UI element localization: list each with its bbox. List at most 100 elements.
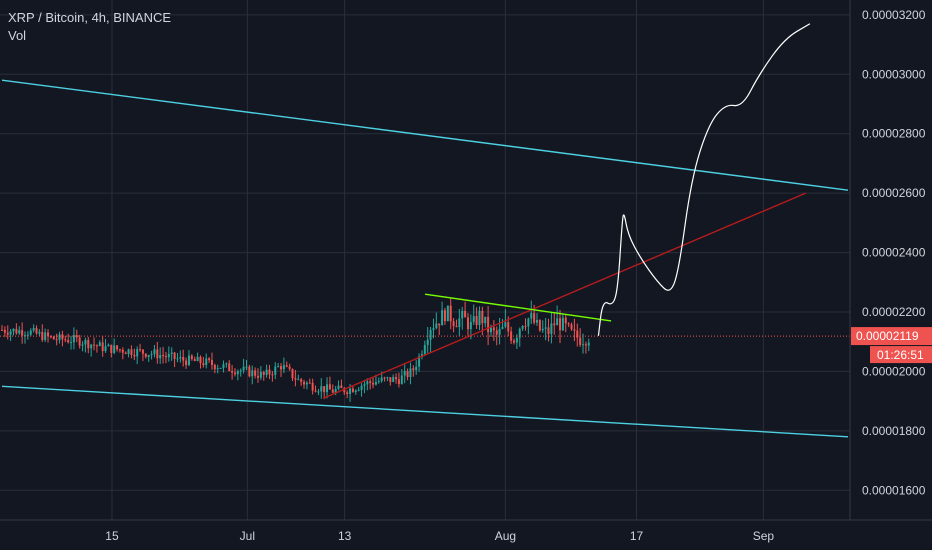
time-tick-label: Sep [753,529,775,543]
price-axis[interactable]: 0.00003200 0.00003000 0.00002800 0.00002600… [862,8,926,497]
candle-body [185,360,188,365]
candle-body [49,336,52,338]
candle-body [259,371,262,378]
candle-body [366,381,369,385]
candle-body [538,320,541,331]
candle-body [162,354,165,357]
candle-body [556,318,559,326]
candle-body [498,328,501,335]
price-tick-label: 0.00002600 [862,186,926,200]
candle-body [340,385,343,389]
price-tick-label: 0.00002000 [862,364,926,378]
candle-body [179,357,182,359]
candle-body [164,356,167,358]
candle-body [61,334,64,340]
candle-body [225,363,228,365]
drawings [0,23,850,438]
candle-body [567,323,570,325]
candle-body [564,317,567,324]
candle-body [432,328,435,331]
symbol-title[interactable]: XRP / Bitcoin, 4h, BINANCE [8,10,172,25]
candle-body [475,316,478,326]
resistance-trendline [424,293,612,322]
chart-legend: XRP / Bitcoin, 4h, BINANCE Vol [8,9,171,45]
support-trendline [323,192,806,399]
candle-body [1,329,3,331]
candle-body [274,366,277,375]
candle-body [26,334,29,336]
candle-body [81,344,84,346]
candle-body [93,344,96,346]
candle-body [573,329,576,331]
candle-body [455,326,458,328]
time-axis[interactable]: 15 Jul 13 Aug 17 Sep [105,529,774,543]
candle-body [282,365,285,370]
candle-body [196,356,199,362]
candle-body [277,366,280,368]
current-price-label: 0.00002119 [856,329,919,343]
candle-body [466,317,469,330]
candle-body [291,368,294,379]
candle-body [228,363,231,372]
candle-body [403,371,406,376]
candle-body [116,345,119,350]
candle-body [52,336,55,340]
price-tick-label: 0.00001600 [862,483,926,497]
candle-body [167,354,170,358]
candle-body [213,365,216,370]
candle-body [216,368,219,370]
candles [1,298,590,402]
candle-body [87,339,90,349]
candle-body [72,335,75,343]
candle-body [351,388,354,393]
price-tick-label: 0.00002400 [862,246,926,260]
time-tick-label: 17 [630,529,644,543]
candle-body [268,369,271,375]
candle-body [392,377,395,382]
candle-body [400,375,403,384]
current-price-badge [851,327,932,346]
candle-body [409,368,412,378]
candle-body [311,382,314,391]
candle-body [210,360,213,366]
volume-indicator-label[interactable]: Vol [8,28,27,43]
candle-body [15,328,18,334]
candle-body [254,370,257,376]
candle-body [75,335,78,338]
price-tick-label: 0.00003200 [862,8,926,22]
candle-body [78,337,81,346]
candle-body [501,326,504,329]
candle-body [101,342,104,352]
candle-body [429,330,432,340]
candle-body [38,331,41,334]
upper-channel-line [1,79,849,191]
candle-body [334,389,337,393]
candle-body [461,310,464,319]
candle-body [24,335,27,337]
candle-body [297,379,300,381]
candle-body [193,359,196,362]
candle-body [323,386,326,393]
time-tick-label: Jul [240,529,255,543]
candle-body [406,371,409,378]
candle-body [561,317,564,331]
candle-body [222,364,225,368]
candle-body [231,371,234,373]
candle-body [372,382,375,385]
candle-body [550,323,553,334]
candle-body [262,371,265,375]
candle-body [484,316,487,324]
candle-body [412,368,415,371]
candle-body [121,349,124,353]
candle-body [314,390,317,392]
candle-body [415,366,418,371]
candle-body [300,379,303,382]
candle-body [256,375,259,378]
candle-body [294,378,297,380]
countdown-label: 01:26:51 [877,348,924,362]
candle-body [12,328,15,332]
candle-body [337,385,340,390]
candle-body [265,369,268,375]
price-badges: 0.00002119 01:26:51 [851,327,932,364]
